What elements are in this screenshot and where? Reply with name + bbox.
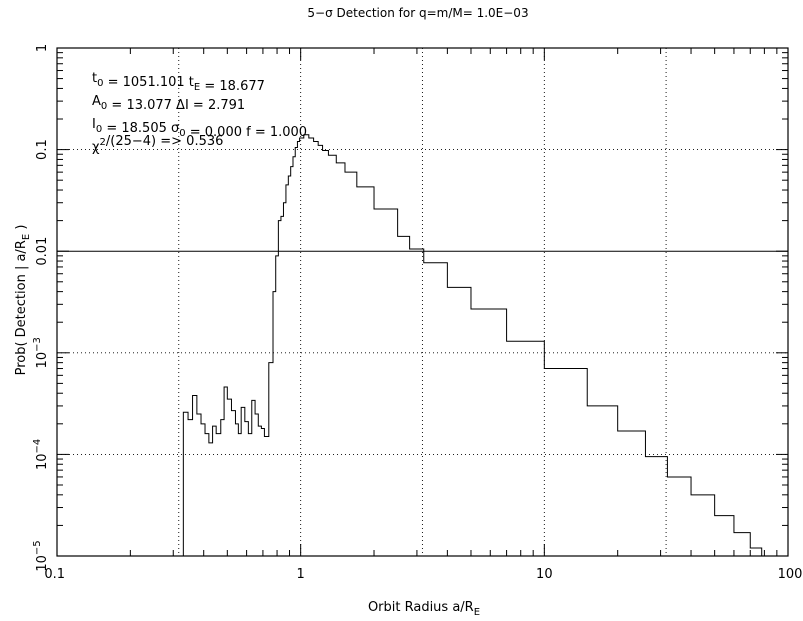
annotation-line: χ2/(25−4) => 0.536 bbox=[92, 134, 223, 155]
y-axis-label: Prob( Detection | a/RE ) bbox=[14, 225, 32, 376]
annotation-line: I0 = 18.505 σ0 = 0.000 f = 1.000 bbox=[92, 117, 307, 140]
annotation-line: t0 = 1051.101 tE = 18.677 bbox=[92, 71, 265, 94]
series-group bbox=[182, 134, 763, 556]
grid bbox=[57, 48, 788, 556]
y-tick-label: 0.1 bbox=[35, 139, 50, 160]
y-tick-labels: 1 0.1 0.01 10−3 10−4 10−5 bbox=[32, 44, 50, 572]
y-tick-label: 10−3 bbox=[32, 337, 50, 368]
y-tick-label: 10−5 bbox=[32, 540, 50, 571]
y-tick-label: 10−4 bbox=[32, 439, 50, 470]
x-axis-label: Orbit Radius a/RE bbox=[368, 600, 480, 618]
plot-frame bbox=[56, 47, 789, 557]
x-tick-label: 0.1 bbox=[44, 567, 65, 582]
chart-title: 5−σ Detection for q=m/M= 1.0E−03 bbox=[307, 6, 528, 20]
annotation-line: A0 = 13.077 ΔI = 2.791 bbox=[92, 94, 245, 113]
x-tick-label: 100 bbox=[778, 567, 803, 582]
series-line bbox=[182, 134, 763, 556]
x-tick-labels: 0.1 1 10 100 bbox=[44, 567, 802, 582]
x-tick-label: 10 bbox=[536, 567, 553, 582]
x-tick-label: 1 bbox=[297, 567, 305, 582]
y-tick-label: 1 bbox=[35, 44, 50, 52]
ticks bbox=[56, 48, 788, 557]
y-tick-label: 0.01 bbox=[35, 237, 50, 266]
